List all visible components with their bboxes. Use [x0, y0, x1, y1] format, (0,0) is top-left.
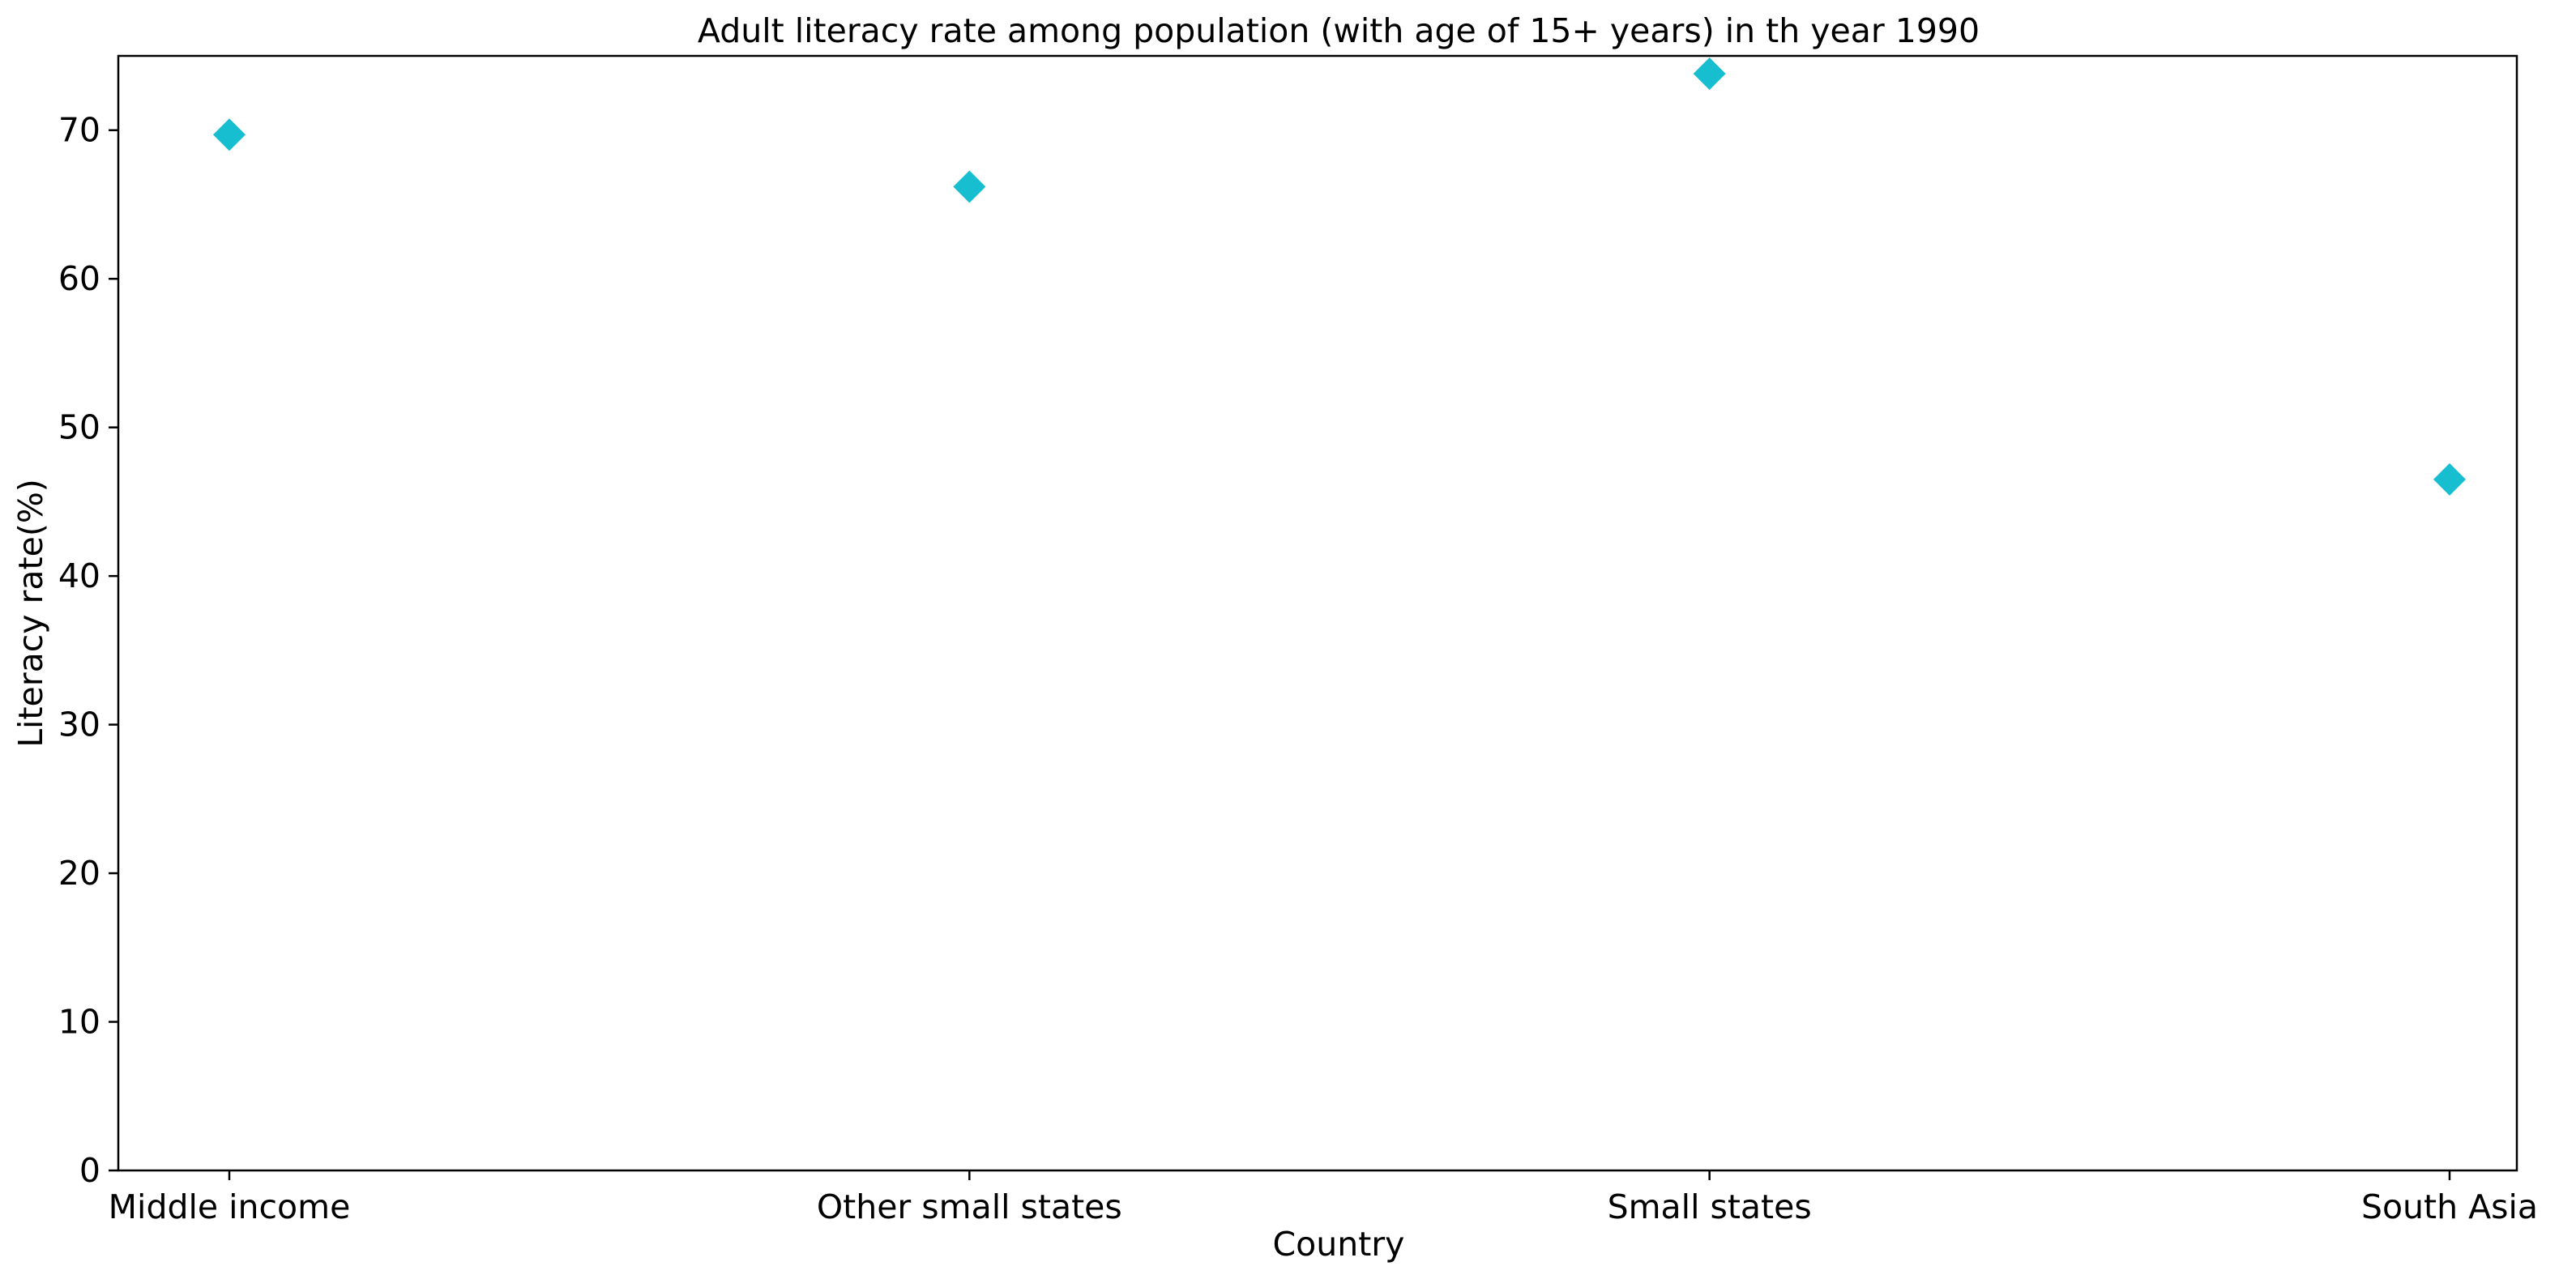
x-axis-label: Country: [1273, 1225, 1405, 1264]
data-points: [213, 58, 2466, 496]
chart-title: Adult literacy rate among population (wi…: [698, 11, 1980, 50]
x-tick-label: Small states: [1608, 1187, 1812, 1226]
y-axis: 0 10 20 30 40 50 60 70: [58, 111, 118, 1190]
y-tick-label: 0: [79, 1151, 100, 1190]
x-axis: Middle income Other small states Small sta…: [109, 1170, 2538, 1226]
y-tick-label: 60: [58, 259, 100, 298]
y-tick-label: 40: [58, 556, 100, 595]
x-tick-label: Middle income: [109, 1187, 351, 1226]
y-tick-label: 70: [58, 111, 100, 150]
data-point-diamond: [1693, 58, 1726, 91]
x-tick-label: South Asia: [2361, 1187, 2538, 1226]
data-point-diamond: [953, 170, 986, 203]
x-tick-label: Other small states: [817, 1187, 1122, 1226]
y-tick-label: 50: [58, 408, 100, 447]
y-axis-label: Literacy rate(%): [11, 479, 50, 748]
plot-area-frame: [117, 54, 2518, 1172]
data-point-diamond: [2433, 463, 2466, 496]
y-tick-label: 10: [58, 1003, 100, 1042]
data-point-diamond: [213, 118, 246, 151]
y-tick-label: 20: [58, 854, 100, 893]
y-tick-label: 30: [58, 706, 100, 744]
